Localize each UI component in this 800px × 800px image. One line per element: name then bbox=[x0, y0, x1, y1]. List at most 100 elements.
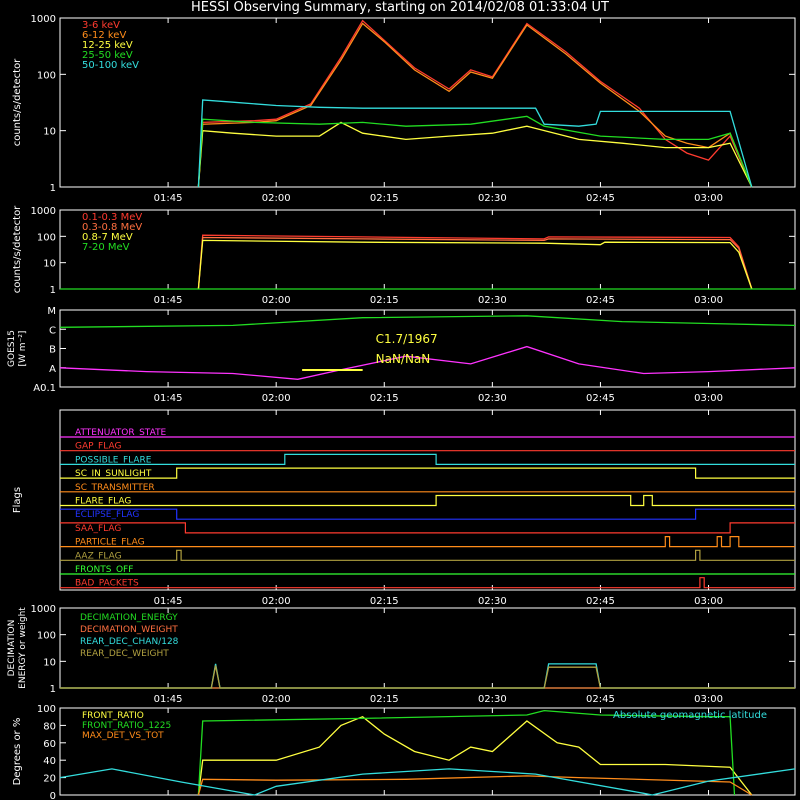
legend-entry: 6-12 keV bbox=[82, 30, 126, 41]
series-line bbox=[197, 22, 753, 188]
flag-label: POSSIBLE_FLARE bbox=[75, 455, 152, 465]
chart-title: HESSI Observing Summary, starting on 201… bbox=[191, 0, 609, 15]
legend-entry: 0.3-0.8 MeV bbox=[82, 222, 142, 233]
flag-label: SC_IN_SUNLIGHT bbox=[75, 469, 152, 479]
y-axis-label: GOES15 bbox=[7, 330, 17, 367]
series-line bbox=[197, 709, 736, 796]
x-tick-label: 02:00 bbox=[262, 295, 291, 306]
series-line bbox=[197, 115, 753, 188]
legend-entry: 50-100 keV bbox=[82, 60, 139, 71]
x-tick-label: 02:30 bbox=[478, 193, 507, 204]
flag-label: FLARE_FLAG bbox=[75, 497, 131, 507]
x-tick-label: 02:15 bbox=[370, 596, 399, 607]
x-tick-label: 02:30 bbox=[478, 596, 507, 607]
x-tick-label: 03:00 bbox=[694, 193, 723, 204]
flag-line bbox=[60, 467, 795, 479]
y-tick-label: 1000 bbox=[31, 14, 56, 25]
x-tick-label: 01:45 bbox=[154, 295, 183, 306]
y-tick-label: 1000 bbox=[31, 206, 56, 217]
plot-frame bbox=[59, 309, 796, 388]
x-tick-label: 01:45 bbox=[154, 393, 183, 404]
y-axis-label: Flags bbox=[12, 487, 23, 513]
x-tick-label: 02:45 bbox=[586, 295, 615, 306]
x-tick-label: 01:45 bbox=[154, 694, 183, 705]
series-line bbox=[59, 315, 796, 328]
legend-entry: 0.8-7 MeV bbox=[82, 232, 133, 243]
y-axis-label: ENERGY or weight bbox=[18, 607, 28, 689]
plot-frame bbox=[59, 409, 796, 591]
y-tick-label: M bbox=[47, 306, 56, 317]
legend-entry: REAR_DEC_CHAN/128 bbox=[80, 637, 179, 647]
y-tick-label: 10 bbox=[43, 657, 56, 668]
series-line bbox=[197, 715, 753, 796]
series-line bbox=[60, 663, 795, 689]
flag-line bbox=[60, 522, 795, 534]
x-tick-label: 01:45 bbox=[154, 596, 183, 607]
x-tick-label: 02:00 bbox=[262, 694, 291, 705]
legend-entry: DECIMATION_ENERGY bbox=[80, 613, 178, 623]
plot-frame bbox=[59, 209, 796, 290]
x-tick-label: 02:15 bbox=[370, 393, 399, 404]
legend-entry: DECIMATION_WEIGHT bbox=[80, 625, 178, 635]
y-axis-label: counts/s/detector bbox=[12, 58, 23, 146]
y-axis-label: [W m⁻²] bbox=[18, 331, 28, 367]
flag-label: SC_TRANSMITTER bbox=[75, 483, 155, 493]
x-tick-label: 02:45 bbox=[586, 694, 615, 705]
series-line bbox=[197, 121, 753, 188]
plot-frame bbox=[59, 707, 796, 796]
legend-entry: 0.1-0.3 MeV bbox=[82, 212, 142, 223]
flag-line bbox=[60, 577, 795, 589]
series-line bbox=[197, 19, 753, 188]
goes-annotation: C1.7/1967 bbox=[376, 332, 438, 346]
legend-entry: 25-50 keV bbox=[82, 50, 133, 61]
x-tick-label: 02:30 bbox=[478, 295, 507, 306]
y-axis-label: Degrees or % bbox=[12, 718, 23, 786]
x-tick-label: 02:15 bbox=[370, 295, 399, 306]
flag-line bbox=[60, 549, 795, 561]
x-tick-label: 02:15 bbox=[370, 694, 399, 705]
legend-entry: 7-20 MeV bbox=[82, 242, 130, 253]
legend-entry: 12-25 keV bbox=[82, 40, 133, 51]
y-tick-label: 100 bbox=[37, 631, 56, 642]
series-line bbox=[197, 234, 753, 290]
x-tick-label: 03:00 bbox=[694, 596, 723, 607]
x-tick-label: 02:45 bbox=[586, 193, 615, 204]
latitude-annotation: Absolute geomagnetic latitude bbox=[613, 710, 767, 721]
x-tick-label: 02:30 bbox=[478, 694, 507, 705]
flag-label: SAA_FLAG bbox=[75, 524, 121, 534]
flag-line bbox=[60, 494, 795, 507]
y-tick-label: C bbox=[49, 325, 56, 336]
y-tick-label: B bbox=[49, 345, 56, 356]
goes-annotation: NaN/NaN bbox=[376, 352, 431, 366]
y-tick-label: 100 bbox=[37, 232, 56, 243]
y-tick-label: 10 bbox=[43, 127, 56, 138]
x-tick-label: 02:00 bbox=[262, 596, 291, 607]
flag-label: GAP_FLAG bbox=[75, 442, 121, 452]
legend-entry: 3-6 keV bbox=[82, 20, 120, 31]
x-tick-label: 02:00 bbox=[262, 193, 291, 204]
x-tick-label: 01:45 bbox=[154, 193, 183, 204]
y-tick-label: 1 bbox=[50, 285, 56, 296]
series-line bbox=[59, 768, 796, 796]
y-tick-label: A bbox=[49, 364, 56, 375]
flag-label: ECLIPSE_FLAG bbox=[75, 510, 139, 520]
y-tick-label: 10 bbox=[43, 259, 56, 270]
legend-entry: REAR_DEC_WEIGHT bbox=[80, 649, 169, 659]
flag-label: BAD_PACKETS bbox=[75, 579, 139, 589]
y-tick-label: 1000 bbox=[31, 604, 56, 615]
y-tick-label: 40 bbox=[43, 756, 56, 767]
legend-entry: FRONT_RATIO bbox=[82, 711, 144, 721]
y-tick-label: 1 bbox=[50, 684, 56, 695]
x-tick-label: 02:00 bbox=[262, 393, 291, 404]
series-line bbox=[197, 775, 753, 796]
y-tick-label: 20 bbox=[43, 774, 56, 785]
y-tick-label: 100 bbox=[37, 70, 56, 81]
plot-frame bbox=[59, 17, 796, 188]
x-tick-label: 03:00 bbox=[694, 694, 723, 705]
y-tick-label: A0.1 bbox=[33, 383, 56, 394]
flag-label: FRONTS_OFF bbox=[75, 565, 133, 575]
flag-line bbox=[60, 453, 795, 465]
y-tick-label: 100 bbox=[37, 704, 56, 715]
x-tick-label: 02:15 bbox=[370, 193, 399, 204]
x-tick-label: 02:45 bbox=[586, 596, 615, 607]
